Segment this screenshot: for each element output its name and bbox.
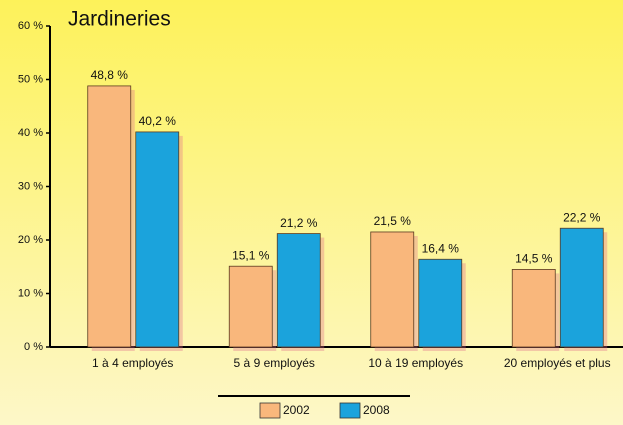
bar — [559, 227, 604, 348]
value-label: 21,2 % — [280, 216, 318, 230]
value-label: 16,4 % — [422, 241, 460, 255]
bar — [276, 233, 321, 348]
value-label: 22,2 % — [563, 210, 601, 224]
chart-title: Jardineries — [68, 8, 171, 31]
x-tick-label: 5 à 9 employés — [234, 356, 315, 370]
value-label: 40,2 % — [139, 114, 177, 128]
value-label: 21,5 % — [374, 214, 412, 228]
bar — [135, 131, 180, 348]
value-label: 14,5 % — [515, 252, 553, 266]
y-tick-label: 10 % — [18, 287, 43, 299]
y-tick-label: 0 % — [24, 341, 43, 353]
bar — [370, 231, 415, 348]
bar — [228, 265, 273, 348]
value-label: 48,8 % — [91, 68, 129, 82]
legend-label: 2002 — [283, 403, 310, 417]
legend-label: 2008 — [363, 403, 390, 417]
bar — [511, 269, 556, 348]
legend-swatch — [259, 402, 281, 419]
y-tick-label: 40 % — [18, 127, 43, 139]
x-tick-label: 1 à 4 employés — [92, 356, 173, 370]
bar — [87, 85, 132, 348]
y-tick-label: 20 % — [18, 234, 43, 246]
bar — [418, 258, 463, 348]
x-tick-label: 20 employés et plus — [504, 356, 611, 370]
value-label: 15,1 % — [232, 248, 270, 262]
y-tick-label: 50 % — [18, 73, 43, 85]
x-tick-label: 10 à 19 employés — [368, 356, 463, 370]
legend-swatch — [339, 402, 361, 419]
y-tick-label: 30 % — [18, 180, 43, 192]
y-tick-label: 60 % — [18, 20, 43, 32]
